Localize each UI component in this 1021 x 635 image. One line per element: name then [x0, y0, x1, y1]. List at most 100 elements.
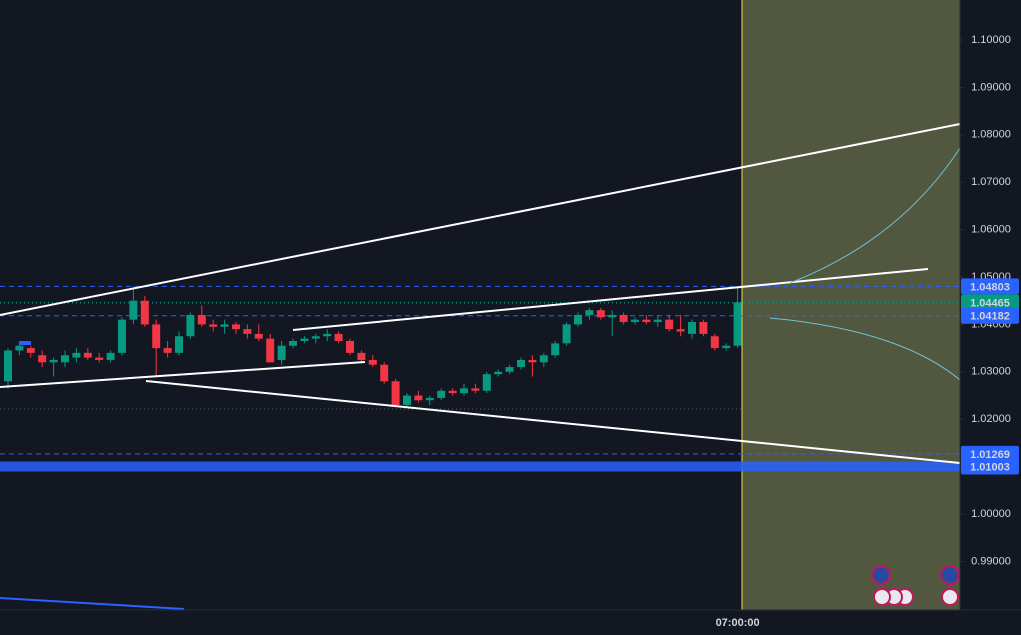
- candle-body: [562, 324, 571, 344]
- y-tick-label: 1.03000: [971, 366, 1011, 378]
- candle-body: [733, 302, 742, 346]
- price-badge-label: 1.04465: [970, 297, 1010, 309]
- candle-body: [323, 333, 332, 337]
- trend-line: [0, 361, 366, 388]
- x-tick-label: 07:00:00: [716, 617, 760, 629]
- candle-body: [722, 345, 731, 349]
- candle-body: [699, 322, 708, 334]
- candle-body: [266, 338, 275, 363]
- candle-body: [596, 310, 605, 318]
- candle-body: [186, 314, 195, 337]
- event-icon: [871, 565, 891, 585]
- candle-body: [585, 310, 594, 315]
- candle-body: [197, 314, 206, 325]
- candle-body: [209, 324, 218, 327]
- price-badge-label: 1.01003: [970, 461, 1010, 473]
- price-badge: [961, 294, 1019, 311]
- candle-body: [539, 355, 548, 363]
- y-tick-label: 1.10000: [971, 34, 1011, 46]
- candle-body: [38, 355, 47, 363]
- candle-body: [61, 355, 69, 363]
- price-band: [0, 461, 960, 472]
- candle-body: [4, 350, 12, 382]
- candle-body: [619, 314, 628, 323]
- candle-body: [528, 359, 537, 363]
- candle-body: [551, 343, 560, 356]
- event-icon: [941, 588, 959, 606]
- price-badge-label: 1.04803: [970, 281, 1010, 293]
- y-tick-label: 0.99000: [971, 555, 1011, 567]
- y-tick-label: 1.02000: [971, 413, 1011, 425]
- candle-body: [243, 329, 252, 334]
- price-badge: [961, 307, 1019, 324]
- candle-body: [391, 381, 400, 405]
- candle-body: [220, 324, 229, 327]
- trend-line: [0, 597, 185, 610]
- forecast-zone: [742, 0, 960, 610]
- trend-line: [145, 380, 961, 464]
- candle-body: [608, 314, 617, 318]
- y-tick-label: 1.09000: [971, 81, 1011, 93]
- trend-line: [0, 123, 961, 316]
- candle-body: [517, 359, 525, 368]
- candle-body: [631, 319, 639, 323]
- candle-body: [129, 300, 138, 320]
- candle-body: [26, 348, 35, 353]
- candle-body: [437, 390, 446, 398]
- marks: [0, 285, 960, 472]
- flag-icon: [20, 341, 31, 345]
- event-icons: [871, 565, 960, 606]
- candle-body: [72, 352, 81, 358]
- candle-body: [357, 352, 366, 360]
- candle-body: [403, 395, 411, 405]
- candle-body: [300, 338, 309, 342]
- candle-body: [710, 336, 719, 349]
- y-tick-label: 1.07000: [971, 176, 1011, 188]
- candle-body: [482, 374, 491, 391]
- candle-body: [346, 341, 354, 353]
- candle-body: [163, 348, 172, 353]
- candle-body: [414, 395, 423, 401]
- candle-body: [368, 359, 377, 365]
- price-badge: [961, 458, 1019, 475]
- candle-body: [425, 397, 434, 401]
- candle-body: [505, 367, 514, 372]
- price-badge-label: 1.04182: [970, 311, 1010, 323]
- candle-body: [448, 390, 457, 394]
- candle-body: [665, 319, 674, 330]
- price-badge: [961, 278, 1019, 295]
- event-icon: [873, 588, 891, 606]
- candle-body: [688, 322, 696, 334]
- price-badge: [961, 445, 1019, 462]
- candle-body: [232, 324, 240, 330]
- projection-curve: [769, 317, 961, 381]
- event-icon: [940, 565, 960, 585]
- candle-body: [95, 357, 104, 360]
- candle-body: [380, 364, 389, 382]
- price-badge-label: 1.01269: [970, 449, 1010, 461]
- candle-body: [460, 388, 468, 394]
- candle-body: [676, 329, 685, 332]
- candle-body: [49, 359, 58, 363]
- candle-body: [277, 345, 286, 360]
- axis-labels: 0.990001.000001.010001.020001.030001.040…: [716, 34, 1019, 629]
- candle-body: [254, 333, 263, 339]
- candle-body: [15, 345, 24, 351]
- candle-body: [289, 341, 297, 346]
- trend-line: [292, 268, 929, 331]
- projection-curve: [789, 147, 961, 284]
- candle-body: [311, 336, 320, 339]
- candle-body: [118, 319, 126, 353]
- candle-body: [106, 352, 115, 360]
- candle-body: [574, 314, 582, 325]
- candle-body: [175, 336, 183, 353]
- candle-body: [83, 352, 92, 358]
- y-tick-label: 1.00000: [971, 508, 1011, 520]
- candle-body: [642, 319, 651, 323]
- drawings: [0, 123, 961, 610]
- y-tick-label: 1.08000: [971, 129, 1011, 141]
- y-tick-label: 1.06000: [971, 224, 1011, 236]
- candle-body: [653, 319, 662, 323]
